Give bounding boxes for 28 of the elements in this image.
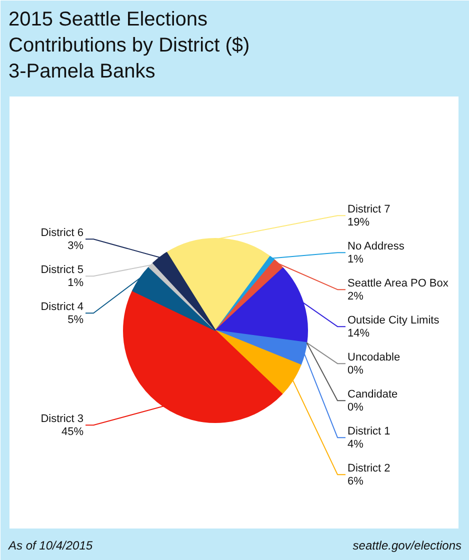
slice-label: District 2 bbox=[348, 462, 390, 475]
text: 0% bbox=[348, 402, 364, 414]
data-label: 5% bbox=[68, 314, 84, 326]
slice-label: District 4 bbox=[40, 301, 84, 314]
data-label: 45% bbox=[61, 426, 84, 438]
slice-label: District 5 bbox=[40, 264, 84, 276]
data-label: 3% bbox=[68, 240, 84, 252]
data-label: 6% bbox=[348, 476, 364, 488]
data-label: 4% bbox=[348, 438, 364, 451]
chart-subtitle: 3-Pamela Banks bbox=[8, 60, 156, 82]
category-label: Candidate bbox=[348, 388, 398, 401]
data-label: 14% bbox=[348, 328, 370, 340]
data-label: 2% bbox=[348, 290, 364, 303]
legend-label: Uncodable bbox=[348, 352, 400, 364]
slice-label: Seattle Area PO Box bbox=[348, 278, 449, 290]
text: seattle.gov/elections bbox=[352, 538, 462, 552]
slice-label: District 6 bbox=[40, 227, 84, 240]
text: 0% bbox=[348, 364, 364, 377]
data-label: 1% bbox=[348, 254, 364, 266]
text: As of 10/4/2015 bbox=[8, 538, 93, 552]
slice-label: Outside City Limits bbox=[348, 314, 440, 327]
slice-label: District 1 bbox=[348, 426, 390, 438]
data-label: 19% bbox=[348, 216, 370, 229]
data-label: 1% bbox=[68, 277, 84, 290]
slice-label: No Address bbox=[348, 240, 405, 253]
slice-label: District 3 bbox=[40, 413, 84, 426]
chart-title: 2015 Seattle Elections Contributions by District ($) bbox=[8, 8, 250, 56]
slice-label: District 7 bbox=[348, 204, 390, 216]
